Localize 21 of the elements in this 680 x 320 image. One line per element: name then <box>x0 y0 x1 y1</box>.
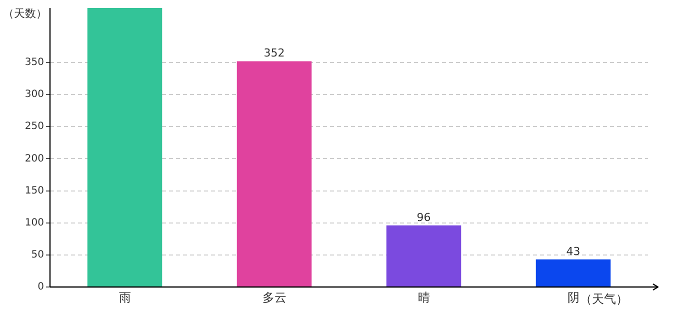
x-tick-label: 雨 <box>118 290 131 304</box>
y-tick-label: 100 <box>24 217 44 228</box>
bar <box>236 61 312 286</box>
x-tick-label: 阴 <box>567 290 580 304</box>
y-tick-label: 350 <box>24 57 44 68</box>
y-tick-label: 50 <box>31 250 44 261</box>
y-tick-label: 0 <box>38 282 44 293</box>
bar <box>536 259 611 286</box>
x-axis-title: （天气） <box>580 292 628 306</box>
data-label: 352 <box>264 46 285 60</box>
data-label: 43 <box>566 244 580 258</box>
data-label: 96 <box>416 210 431 224</box>
bar <box>87 8 162 286</box>
x-tick-label: 多云 <box>262 290 286 304</box>
y-tick-label: 150 <box>24 185 44 196</box>
x-tick-label: 晴 <box>418 290 430 304</box>
y-tick-label: 200 <box>24 153 44 164</box>
y-tick-label: 300 <box>24 89 44 100</box>
y-axis-title: （天数） <box>3 6 47 20</box>
y-tick-label: 250 <box>24 121 44 132</box>
bar <box>386 225 462 286</box>
